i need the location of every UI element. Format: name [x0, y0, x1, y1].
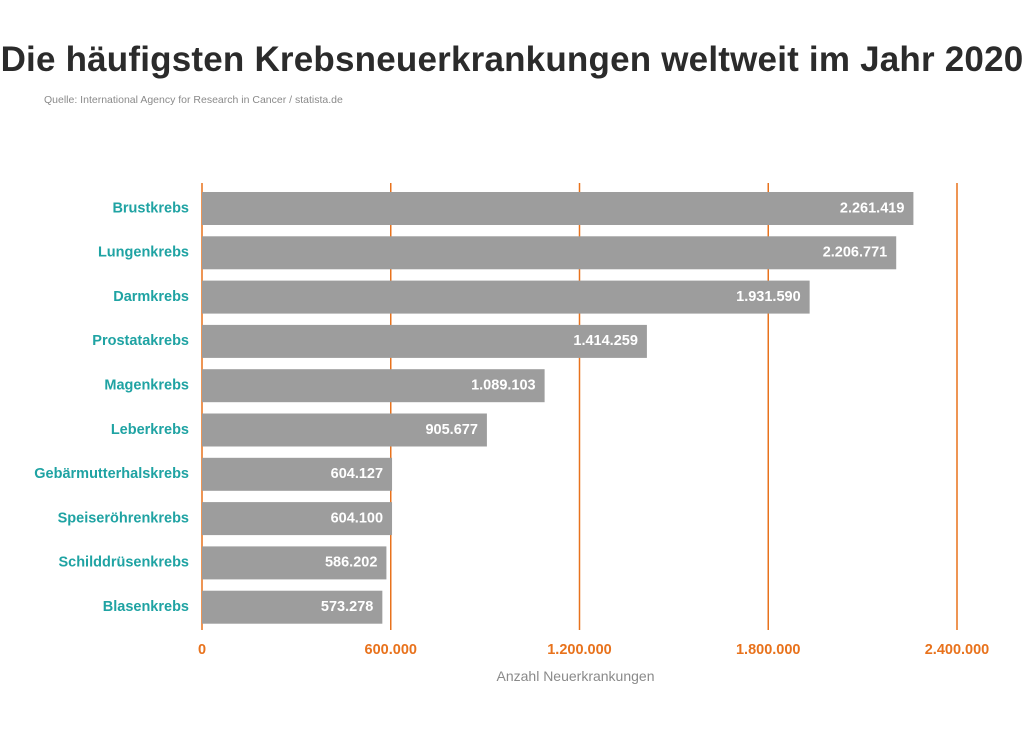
- value-label: 1.931.590: [736, 289, 801, 305]
- bar: [202, 457, 393, 491]
- bar: [202, 280, 810, 314]
- category-label: Prostatakrebs: [92, 333, 189, 349]
- value-label: 2.261.419: [840, 200, 905, 216]
- bar: [202, 502, 393, 536]
- value-label: 586.202: [325, 555, 377, 571]
- x-tick-label: 600.000: [365, 642, 417, 658]
- bar: [202, 324, 647, 358]
- x-tick-label: 1.800.000: [736, 642, 801, 658]
- value-label: 1.089.103: [471, 378, 536, 394]
- value-label: 604.100: [331, 510, 383, 526]
- category-label: Blasenkrebs: [103, 599, 189, 615]
- labels: 0 600.000 1.200.000 1.800.000 2.400.000 Brust…: [34, 200, 989, 658]
- category-label: Schilddrüsenkrebs: [58, 555, 189, 571]
- x-tick-label: 1.200.000: [547, 642, 612, 658]
- x-axis-title: Anzahl Neuerkrankungen: [497, 668, 655, 684]
- category-label: Lungenkrebs: [98, 245, 189, 261]
- x-tick-label: 0: [198, 642, 206, 658]
- category-label: Leberkrebs: [111, 422, 189, 438]
- bar: [202, 413, 487, 447]
- chart-title: Die häufigsten Krebsneuerkrankungen welt…: [0, 40, 1024, 79]
- category-label: Darmkrebs: [113, 289, 189, 305]
- value-label: 573.278: [321, 599, 373, 615]
- value-label: 905.677: [425, 422, 477, 438]
- category-label: Magenkrebs: [104, 378, 189, 394]
- bars: [202, 192, 914, 624]
- category-label: Gebärmutterhalskrebs: [34, 466, 189, 482]
- bar: [202, 369, 545, 403]
- value-label: 1.414.259: [573, 333, 638, 349]
- value-label: 604.127: [331, 466, 383, 482]
- x-tick-label: 2.400.000: [925, 642, 990, 658]
- category-label: Speiseröhrenkrebs: [58, 510, 189, 526]
- bar: [202, 236, 897, 270]
- bar: [202, 192, 914, 225]
- source-note: Quelle: International Agency for Researc…: [44, 94, 343, 106]
- bar: [202, 590, 383, 624]
- bar: [202, 546, 387, 580]
- category-label: Brustkrebs: [112, 200, 189, 216]
- value-label: 2.206.771: [823, 245, 888, 261]
